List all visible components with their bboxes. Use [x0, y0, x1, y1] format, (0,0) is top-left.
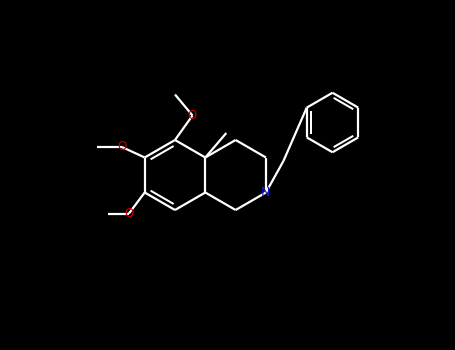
Text: O: O	[124, 207, 134, 220]
Text: O: O	[117, 140, 126, 154]
Text: N: N	[261, 186, 271, 199]
Text: O: O	[188, 109, 197, 122]
